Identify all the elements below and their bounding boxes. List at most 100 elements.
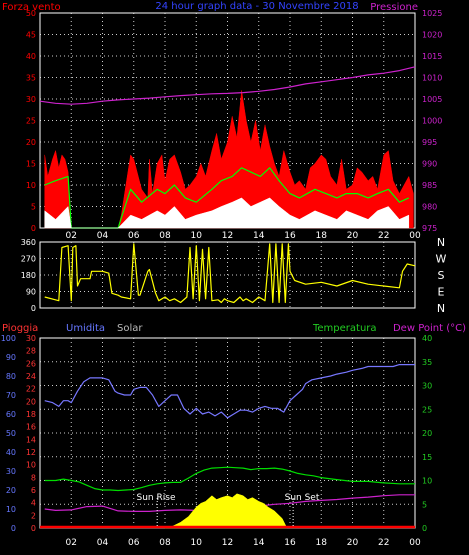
direction-grid bbox=[40, 242, 415, 308]
compass-label: N bbox=[437, 236, 445, 249]
solar-area bbox=[164, 493, 288, 529]
wind_avg-line bbox=[44, 167, 410, 229]
x-tick-label: 00 bbox=[409, 231, 421, 241]
x-tick-label: 06 bbox=[128, 538, 140, 548]
wind-series bbox=[39, 66, 416, 229]
humidity-y-tick-label: 40 bbox=[6, 448, 16, 457]
pressure-y-tick-label: 985 bbox=[422, 181, 437, 190]
wind-axis-title: Forza vento bbox=[2, 2, 61, 13]
rain-y-tick-label: 28 bbox=[26, 347, 36, 356]
wind-y-tick-label: 25 bbox=[26, 117, 36, 126]
x-tick-label: 18 bbox=[316, 538, 328, 548]
wind-y-tick-label: 30 bbox=[26, 95, 36, 104]
humidity-y-tick-label: 30 bbox=[6, 467, 16, 476]
x-tick-label: 22 bbox=[378, 538, 389, 548]
pressure-y-tick-label: 1010 bbox=[422, 74, 442, 83]
x-tick-label: 22 bbox=[378, 231, 389, 241]
temperature-y-tick-label: 10 bbox=[422, 477, 432, 486]
direction-y-tick-label: 0 bbox=[31, 304, 36, 313]
chart-title: 24 hour graph data - 30 Novembre 2018 bbox=[155, 1, 358, 12]
humidity-y-tick-label: 90 bbox=[6, 353, 16, 362]
direction-y-tick-label: 90 bbox=[26, 288, 36, 297]
direction-line bbox=[44, 243, 416, 304]
pressure-y-tick-label: 980 bbox=[422, 203, 437, 212]
compass-label: W bbox=[436, 253, 447, 266]
x-tick-label: 16 bbox=[284, 538, 296, 548]
pressure-y-tick-label: 1015 bbox=[422, 52, 442, 61]
x-tick-label: 16 bbox=[284, 231, 296, 241]
temperature-y-tick-label: 40 bbox=[422, 334, 432, 343]
temperature-axis-title: Temperatura bbox=[312, 323, 377, 334]
humidity-y-ticks: 0 10 20 30 40 50 60 70 80 90 100 bbox=[1, 334, 16, 533]
x-tick-label: 14 bbox=[253, 538, 265, 548]
x-tick-label: 08 bbox=[159, 231, 171, 241]
rain-y-tick-label: 12 bbox=[26, 448, 36, 457]
direction-y-tick-label: 360 bbox=[21, 238, 36, 247]
humidity-y-tick-label: 0 bbox=[11, 524, 16, 533]
rain-y-tick-label: 14 bbox=[26, 435, 36, 444]
humidity-y-tick-label: 70 bbox=[6, 391, 16, 400]
pressure-y-tick-label: 995 bbox=[422, 138, 437, 147]
direction-series bbox=[44, 243, 416, 304]
x-tick-label: 10 bbox=[191, 231, 203, 241]
rain-y-tick-label: 16 bbox=[26, 423, 36, 432]
pressure-y-tick-label: 1020 bbox=[422, 31, 442, 40]
pressure-line bbox=[39, 66, 416, 105]
rain-y-tick-label: 6 bbox=[31, 486, 36, 495]
temperature-x-ticks: 02 04 06 08 10 12 14 16 18 20 22 00 bbox=[66, 538, 421, 548]
direction-y-tick-label: 180 bbox=[21, 271, 36, 280]
wind-y-tick-label: 40 bbox=[26, 52, 36, 61]
solar-axis-title: Solar bbox=[117, 323, 143, 334]
x-tick-label: 02 bbox=[66, 538, 77, 548]
pressure-y-tick-label: 1005 bbox=[422, 95, 442, 104]
sunrise-label: Sun Rise bbox=[137, 493, 176, 503]
pressure-y-tick-label: 1000 bbox=[422, 117, 442, 126]
wind-x-ticks: 02 04 06 08 10 12 14 16 18 20 22 00 bbox=[66, 231, 421, 241]
temperature-series bbox=[40, 364, 415, 529]
pressure-y-tick-label: 1025 bbox=[422, 9, 442, 18]
sunset-label: Sun Set bbox=[285, 493, 320, 503]
wind-y-tick-label: 0 bbox=[31, 224, 36, 233]
x-tick-label: 06 bbox=[128, 231, 140, 241]
pressure-y-tick-label: 975 bbox=[422, 224, 437, 233]
x-tick-label: 20 bbox=[347, 538, 359, 548]
wind-min-area bbox=[44, 197, 410, 229]
pressure-axis-title: Pressione bbox=[370, 2, 418, 13]
x-tick-label: 12 bbox=[222, 538, 233, 548]
rain-y-tick-label: 22 bbox=[26, 385, 36, 394]
temperature-y-tick-label: 5 bbox=[422, 500, 427, 509]
wind-y-tick-label: 10 bbox=[26, 181, 36, 190]
x-tick-label: 18 bbox=[316, 231, 328, 241]
wind-y-tick-label: 35 bbox=[26, 74, 36, 83]
direction-y-ticks: 0 90 180 270 360 bbox=[21, 238, 36, 313]
temperature-grid bbox=[40, 338, 415, 528]
rain-y-tick-label: 2 bbox=[31, 511, 36, 520]
temperature-y-ticks: 0 5 10 15 20 25 30 35 40 bbox=[422, 334, 432, 533]
rain-y-tick-label: 20 bbox=[26, 397, 36, 406]
compass-label: N bbox=[437, 302, 445, 315]
x-tick-label: 02 bbox=[66, 231, 77, 241]
x-tick-label: 00 bbox=[409, 538, 421, 548]
humidity-y-tick-label: 20 bbox=[6, 486, 16, 495]
humidity-y-tick-label: 80 bbox=[6, 372, 16, 381]
wind-y-tick-label: 50 bbox=[26, 9, 36, 18]
wind-y-tick-label: 15 bbox=[26, 160, 36, 169]
humidity-line bbox=[44, 364, 415, 419]
rain-y-tick-label: 24 bbox=[26, 372, 36, 381]
temperature-y-tick-label: 15 bbox=[422, 453, 432, 462]
temperature-y-tick-label: 20 bbox=[422, 429, 432, 438]
compass-label: S bbox=[438, 269, 445, 282]
humidity-axis-title: Umidita bbox=[66, 323, 105, 334]
wind-y-tick-label: 20 bbox=[26, 138, 36, 147]
wind-y-tick-label: 5 bbox=[31, 203, 36, 212]
x-tick-label: 20 bbox=[347, 231, 359, 241]
rain-y-tick-label: 18 bbox=[26, 410, 36, 419]
humidity-y-tick-label: 100 bbox=[1, 334, 16, 343]
pressure-y-ticks: 975 980 985 990 995 1000 1005 1010 1015 1020 1025 bbox=[422, 9, 442, 233]
rain-y-tick-label: 30 bbox=[26, 334, 36, 343]
x-tick-label: 04 bbox=[97, 231, 109, 241]
rain-axis-title: Pioggia bbox=[2, 323, 38, 334]
